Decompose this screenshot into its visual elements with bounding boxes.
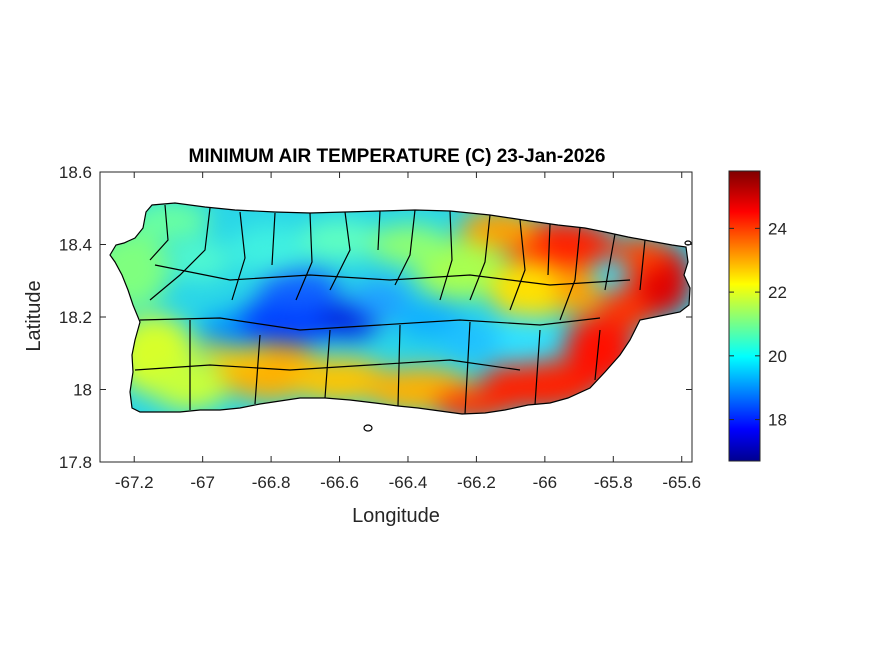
y-tick-label: 17.8	[59, 453, 92, 472]
x-tick-label: -66.2	[457, 473, 496, 492]
chart-title: MINIMUM AIR TEMPERATURE (C) 23-Jan-2026	[189, 146, 606, 167]
y-tick-label: 18.2	[59, 308, 92, 327]
y-axis-label: Latitude	[23, 280, 45, 351]
y-tick-label: 18.4	[59, 236, 92, 255]
colorbar-tick-label: 22	[768, 283, 787, 302]
x-axis-ticks: -67.2 -67 -66.8 -66.6 -66.4 -66.2 -66 -65.8 -65.…	[115, 172, 701, 492]
x-tick-label: -65.6	[662, 473, 701, 492]
x-tick-label: -66.6	[320, 473, 359, 492]
x-tick-label: -66	[533, 473, 558, 492]
y-tick-label: 18.6	[59, 163, 92, 182]
x-tick-label: -66.4	[389, 473, 428, 492]
colorbar-tick-label: 18	[768, 411, 787, 430]
y-axis-ticks: 17.8 18 18.2 18.4 18.6	[59, 163, 692, 472]
colorbar-tick-label: 20	[768, 347, 787, 366]
colorbar-ticks: 18 20 22 24	[729, 219, 787, 430]
x-axis-label: Longitude	[352, 505, 440, 527]
y-tick-label: 18	[73, 381, 92, 400]
municipal-boundaries	[109, 202, 691, 415]
colorbar	[728, 170, 761, 462]
x-tick-label: -67.2	[115, 473, 154, 492]
x-tick-label: -66.8	[252, 473, 291, 492]
x-tick-label: -67	[190, 473, 215, 492]
x-tick-label: -65.8	[594, 473, 633, 492]
colorbar-tick-label: 24	[768, 219, 787, 238]
